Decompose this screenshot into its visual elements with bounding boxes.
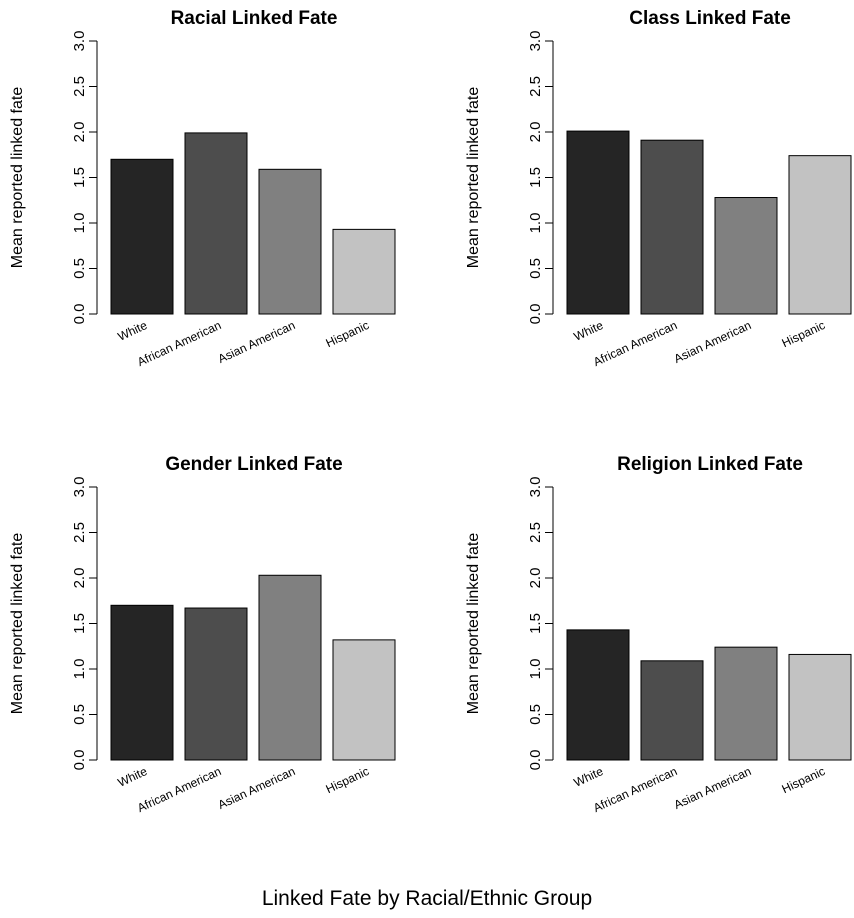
y-tick-label: 3.0 bbox=[527, 31, 544, 52]
figure-caption: Linked Fate by Racial/Ethnic Group bbox=[262, 887, 592, 910]
x-tick-label: Asian American bbox=[672, 318, 753, 366]
y-tick-label: 0.5 bbox=[71, 704, 88, 725]
x-tick-label: White bbox=[572, 764, 606, 790]
bar bbox=[258, 168, 322, 315]
x-tick-label: Asian American bbox=[672, 764, 753, 812]
y-tick-label: 3.0 bbox=[71, 31, 88, 52]
panel-title: Religion Linked Fate bbox=[617, 454, 803, 475]
y-tick-label: 1.0 bbox=[527, 213, 544, 234]
bar bbox=[714, 197, 778, 315]
y-tick-label: 0.0 bbox=[527, 750, 544, 771]
bar bbox=[258, 574, 322, 761]
y-tick-label: 1.5 bbox=[71, 613, 88, 634]
y-tick-label: 2.0 bbox=[71, 568, 88, 589]
y-tick-label: 1.5 bbox=[527, 613, 544, 634]
x-tick-label: Hispanic bbox=[780, 764, 828, 796]
y-tick-label: 2.0 bbox=[527, 122, 544, 143]
y-axis-label: Mean reported linked fate bbox=[9, 87, 26, 269]
y-tick-label: 0.5 bbox=[527, 258, 544, 279]
y-axis-label: Mean reported linked fate bbox=[465, 533, 482, 715]
x-tick-label: African American bbox=[591, 764, 679, 815]
bar bbox=[110, 604, 174, 761]
x-tick-label: White bbox=[116, 764, 150, 790]
y-axis-label: Mean reported linked fate bbox=[9, 533, 26, 715]
y-tick-label: 1.5 bbox=[71, 167, 88, 188]
bar bbox=[184, 132, 248, 315]
y-axis-label: Mean reported linked fate bbox=[465, 87, 482, 269]
y-tick-label: 2.5 bbox=[527, 76, 544, 97]
bar bbox=[788, 155, 852, 315]
y-tick-label: 3.0 bbox=[527, 477, 544, 498]
bar bbox=[566, 130, 630, 315]
y-tick-label: 2.0 bbox=[71, 122, 88, 143]
panel-title: Class Linked Fate bbox=[629, 8, 791, 29]
panel-2: Class Linked Fate Mean reported linked fa… bbox=[465, 8, 852, 369]
y-tick-label: 2.5 bbox=[71, 76, 88, 97]
y-tick-label: 0.5 bbox=[71, 258, 88, 279]
bar bbox=[184, 607, 248, 761]
x-tick-label: White bbox=[572, 318, 606, 344]
bar bbox=[332, 228, 396, 315]
y-tick-label: 3.0 bbox=[71, 477, 88, 498]
bar bbox=[332, 639, 396, 761]
x-tick-label: African American bbox=[135, 764, 223, 815]
x-tick-label: White bbox=[116, 318, 150, 344]
x-tick-label: African American bbox=[135, 318, 223, 369]
bar bbox=[714, 646, 778, 761]
y-tick-label: 1.5 bbox=[527, 167, 544, 188]
x-tick-label: African American bbox=[591, 318, 679, 369]
bar bbox=[566, 629, 630, 761]
x-tick-label: Asian American bbox=[216, 764, 297, 812]
bar bbox=[640, 139, 704, 315]
bar bbox=[788, 653, 852, 761]
panel-1: Racial Linked Fate Mean reported linked f… bbox=[9, 8, 396, 369]
panel-title: Gender Linked Fate bbox=[165, 454, 342, 475]
x-tick-label: Hispanic bbox=[324, 764, 372, 796]
panel-3: Gender Linked Fate Mean reported linked f… bbox=[9, 454, 396, 815]
y-tick-label: 2.0 bbox=[527, 568, 544, 589]
y-tick-label: 0.0 bbox=[527, 304, 544, 325]
y-tick-label: 1.0 bbox=[71, 213, 88, 234]
panel-4: Religion Linked Fate Mean reported linked… bbox=[465, 454, 852, 815]
y-tick-label: 1.0 bbox=[527, 659, 544, 680]
y-tick-label: 2.5 bbox=[71, 522, 88, 543]
bar bbox=[110, 158, 174, 315]
bar bbox=[640, 660, 704, 761]
x-tick-label: Hispanic bbox=[780, 318, 828, 350]
panel-title: Racial Linked Fate bbox=[171, 8, 338, 29]
y-tick-label: 0.0 bbox=[71, 750, 88, 771]
y-tick-label: 0.5 bbox=[527, 704, 544, 725]
y-tick-label: 0.0 bbox=[71, 304, 88, 325]
y-tick-label: 1.0 bbox=[71, 659, 88, 680]
x-tick-label: Asian American bbox=[216, 318, 297, 366]
x-tick-label: Hispanic bbox=[324, 318, 372, 350]
y-tick-label: 2.5 bbox=[527, 522, 544, 543]
chart-panels: Racial Linked Fate Mean reported linked f… bbox=[9, 8, 852, 815]
